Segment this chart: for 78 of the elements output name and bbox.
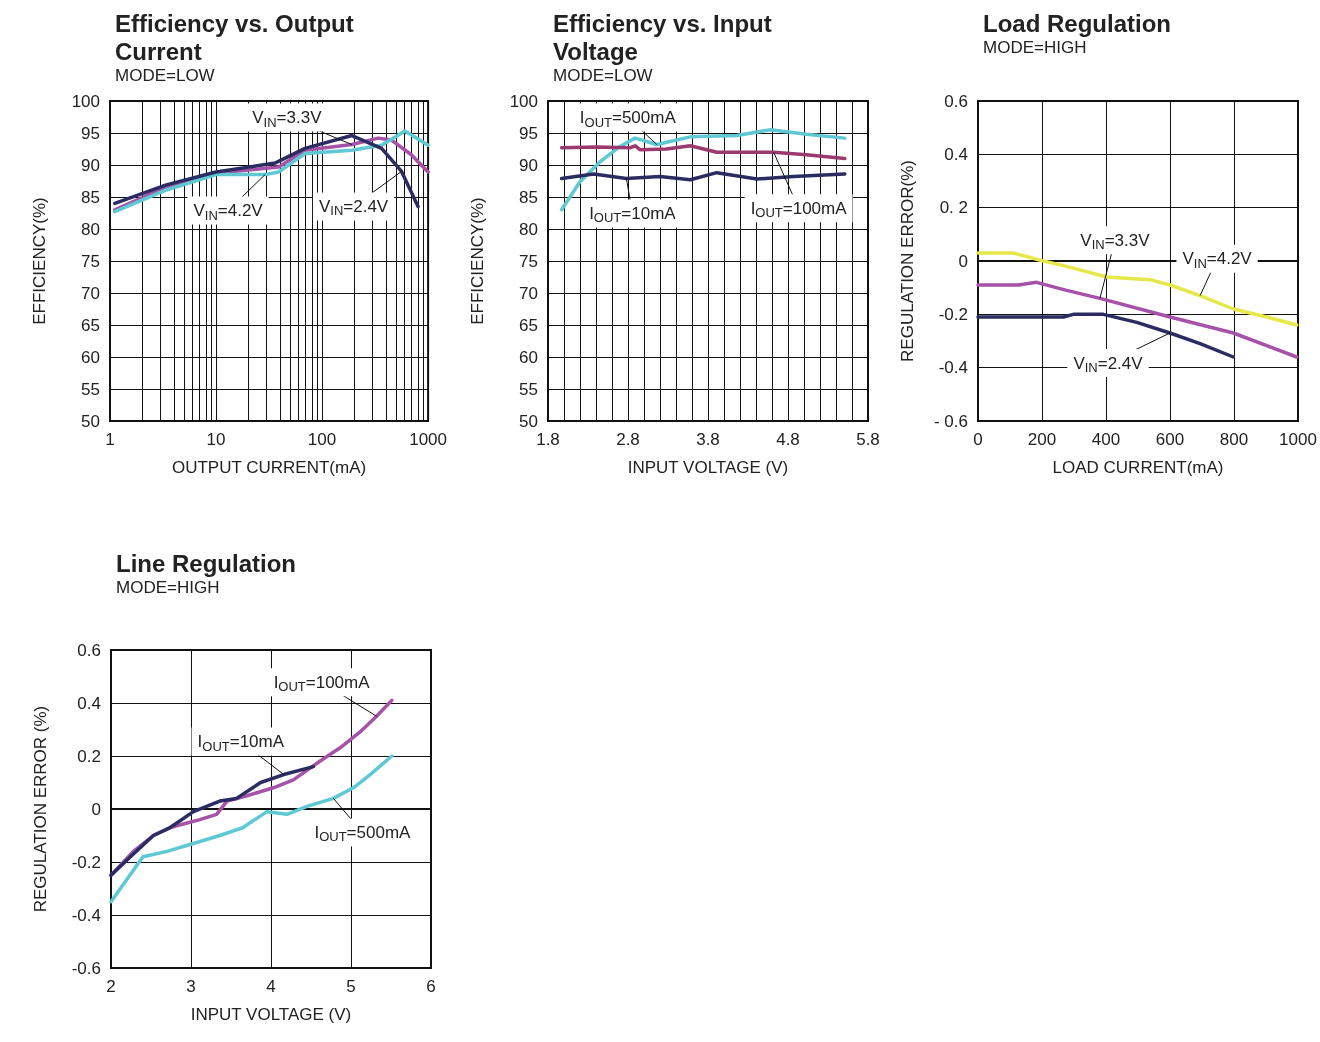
y-tick-label: 90 (519, 155, 538, 175)
y-axis-title: EFFICIENCY(%) (468, 197, 487, 325)
y-tick-label: 0.4 (944, 144, 968, 164)
y-tick-label: -0.4 (71, 905, 101, 925)
chart-subtitle: MODE=HIGH (983, 38, 1087, 57)
y-axis-title: EFFICIENCY(%) (30, 197, 49, 325)
y-tick-label: 0.2 (77, 746, 101, 766)
x-tick-label: 600 (1155, 430, 1185, 449)
chart-title: Efficiency vs. Output Current (115, 9, 361, 65)
y-tick-label: 0.6 (77, 640, 101, 660)
y-tick-label: 0 (958, 251, 968, 271)
chart-subtitle: MODE=LOW (115, 66, 215, 85)
y-tick-label: - 0.6 (933, 411, 968, 431)
x-tick-label: 1000 (409, 430, 447, 449)
x-tick-label: 4.8 (776, 430, 800, 449)
x-tick-label: 2 (106, 977, 116, 996)
x-tick-label: 10 (206, 430, 226, 449)
y-tick-label: -0.4 (938, 358, 968, 378)
line-series (976, 312, 1236, 359)
chart-title: Load Regulation (983, 9, 1171, 37)
x-tick-label: 1000 (1279, 430, 1317, 449)
y-tick-label: -0.6 (71, 958, 101, 978)
line-series (976, 251, 1299, 327)
y-tick-label: 80 (81, 219, 100, 239)
line-series (559, 144, 847, 161)
y-tick-label: -0.2 (938, 304, 968, 324)
x-tick-label: 1 (105, 430, 115, 449)
y-tick-label: 100 (71, 91, 100, 111)
y-tick-label: 0. 2 (939, 198, 968, 218)
x-tick-label: 800 (1219, 430, 1249, 449)
y-tick-label: 70 (81, 283, 100, 303)
chart-subtitle: MODE=LOW (553, 66, 653, 85)
y-tick-label: 95 (81, 123, 100, 143)
x-tick-label: 100 (307, 430, 337, 449)
y-tick-label: 65 (519, 315, 538, 335)
y-tick-label: 95 (519, 123, 538, 143)
chart-subtitle: MODE=HIGH (116, 578, 220, 597)
x-tick-label: 5 (346, 977, 356, 996)
y-axis-title: REGULATION ERROR(%) (898, 160, 917, 362)
y-axis-title: REGULATION ERROR (%) (31, 705, 50, 913)
x-tick-label: 0 (973, 430, 983, 449)
line-series (976, 280, 1299, 359)
line-series (559, 170, 847, 182)
x-tick-label: 6 (426, 977, 436, 996)
y-tick-label: 85 (519, 187, 538, 207)
chart-title: Efficiency vs. Input Voltage (553, 9, 779, 65)
y-tick-label: 0.6 (944, 91, 968, 111)
y-tick-label: 60 (81, 347, 100, 367)
y-tick-label: 60 (519, 347, 538, 367)
x-tick-label: 1.8 (536, 430, 560, 449)
x-tick-label: 5.8 (856, 430, 880, 449)
x-tick-label: 2.8 (616, 430, 640, 449)
x-axis-title: INPUT VOLTAGE (V) (627, 458, 789, 477)
y-tick-label: 50 (81, 411, 100, 431)
y-tick-label: 55 (81, 379, 100, 399)
x-axis-title: INPUT VOLTAGE (V) (190, 1005, 352, 1024)
x-tick-label: 400 (1091, 430, 1121, 449)
y-tick-label: 100 (509, 91, 538, 111)
y-tick-label: 0 (91, 799, 101, 819)
y-tick-label: 0.4 (77, 693, 101, 713)
y-tick-label: 75 (519, 251, 538, 271)
x-axis-title: OUTPUT CURRENT(mA) (171, 458, 367, 477)
y-tick-label: 90 (81, 155, 100, 175)
y-tick-label: 50 (519, 411, 538, 431)
y-tick-label: 55 (519, 379, 538, 399)
x-tick-label: 200 (1027, 430, 1057, 449)
x-tick-label: 4 (266, 977, 276, 996)
y-tick-label: 70 (519, 283, 538, 303)
x-axis-title: LOAD CURRENT(mA) (1052, 458, 1224, 477)
x-tick-label: 3 (186, 977, 196, 996)
y-tick-label: 80 (519, 219, 538, 239)
y-tick-label: 75 (81, 251, 100, 271)
line-series (109, 764, 316, 877)
x-tick-label: 3.8 (696, 430, 720, 449)
chart-title: Line Regulation (116, 549, 296, 577)
y-tick-label: -0.2 (71, 852, 101, 872)
y-tick-label: 85 (81, 187, 100, 207)
y-tick-label: 65 (81, 315, 100, 335)
